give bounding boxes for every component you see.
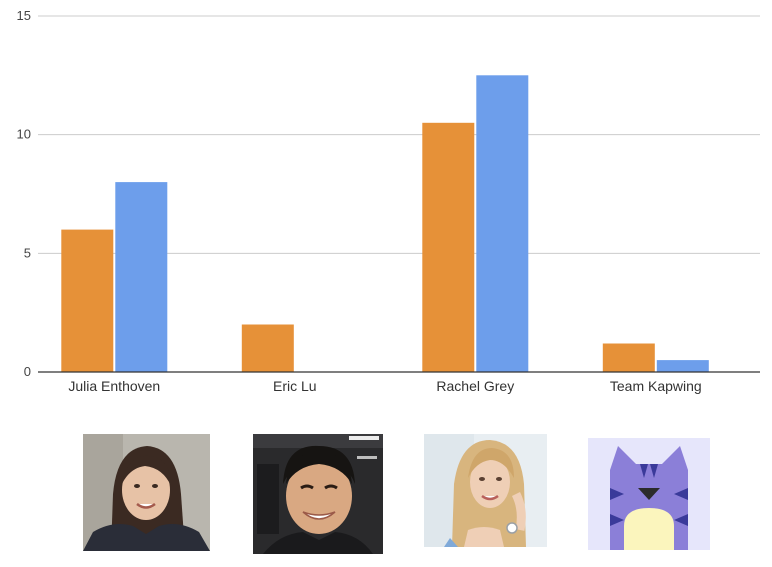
- bar-blue-0: [115, 182, 168, 372]
- bar-orange-1: [241, 324, 294, 372]
- avatar-julia-enthoven: [83, 434, 210, 551]
- bars: [61, 75, 709, 373]
- avatar-rachel-grey: [424, 434, 547, 547]
- category-label: Rachel Grey: [436, 378, 514, 394]
- category-label: Eric Lu: [273, 378, 317, 394]
- y-tick-label: 0: [24, 364, 31, 379]
- bar-blue-2: [476, 75, 529, 373]
- avatar-eric-lu: [253, 434, 383, 554]
- y-axis-ticks: 0 5 10 15: [17, 8, 31, 379]
- y-tick-label: 5: [24, 245, 31, 260]
- bar-orange-0: [61, 229, 114, 372]
- y-tick-label: 10: [17, 127, 31, 142]
- x-axis-labels: Julia Enthoven Eric Lu Rachel Grey Team …: [68, 378, 701, 394]
- bar-orange-2: [422, 122, 475, 372]
- y-tick-label: 15: [17, 8, 31, 23]
- avatar-team-kapwing: [588, 438, 710, 550]
- category-label: Team Kapwing: [610, 378, 702, 394]
- bar-chart: 0 5 10 15 Julia Enthoven Eric Lu Rachel …: [17, 8, 760, 394]
- category-label: Julia Enthoven: [68, 378, 160, 394]
- bar-blue-3: [656, 360, 709, 372]
- bar-orange-3: [602, 343, 655, 372]
